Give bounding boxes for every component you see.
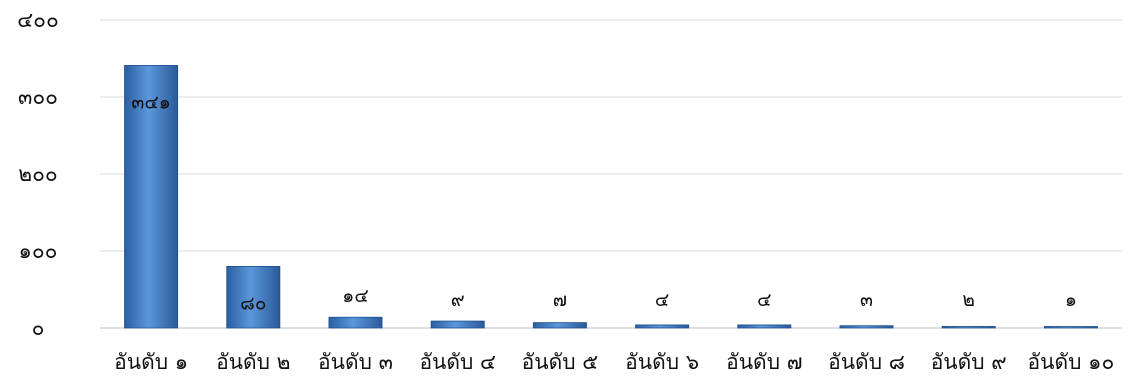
bar-9 <box>941 326 996 329</box>
y-tick-label: ๓๐๐ <box>18 85 58 109</box>
x-tick-label-5: อันดับ ๕ <box>522 350 599 374</box>
x-tick-label-8: อันดับ ๘ <box>828 350 905 374</box>
bar-2 <box>226 265 281 329</box>
data-label-6: ๔ <box>655 289 669 311</box>
bar-3 <box>328 316 383 329</box>
bar-10 <box>1043 326 1098 329</box>
x-tick-label-2: อันดับ ๒ <box>216 350 290 374</box>
data-label-10: ๑ <box>1065 289 1077 311</box>
bar-7 <box>737 324 792 329</box>
bar-6 <box>635 324 690 329</box>
bar-5 <box>532 322 587 329</box>
data-label-3: ๑๔ <box>342 285 368 307</box>
data-label-9: ๒ <box>962 289 975 311</box>
bar-4 <box>430 320 485 329</box>
bar-8 <box>839 325 894 329</box>
x-tick-label-3: อันดับ ๓ <box>318 350 393 374</box>
data-label-1: ๓๔๑ <box>131 91 170 113</box>
x-tick-label-1: อันดับ ๑ <box>114 350 188 374</box>
data-label-2: ๘๐ <box>240 292 266 314</box>
x-axis: อันดับ ๑ อันดับ ๒ อันดับ ๓ อันดับ ๔ อันดับ ๕… <box>114 350 1114 374</box>
data-label-5: ๗ <box>553 289 567 311</box>
x-tick-label-9: อันดับ ๙ <box>931 350 1007 374</box>
data-label-8: ๓ <box>860 289 873 311</box>
x-tick-label-6: อันดับ ๖ <box>625 350 699 374</box>
y-tick-label: ๔๐๐ <box>17 8 59 32</box>
y-tick-label: ๒๐๐ <box>18 162 57 186</box>
data-label-7: ๔ <box>757 289 771 311</box>
data-label-4: ๙ <box>451 289 465 311</box>
x-tick-label-10: อันดับ ๑๐ <box>1028 350 1115 374</box>
y-tick-label: ๐ <box>32 316 45 340</box>
y-axis: ๐ ๑๐๐ ๒๐๐ ๓๐๐ ๔๐๐ <box>17 8 59 340</box>
bar-1 <box>124 65 179 329</box>
bars <box>124 65 1098 329</box>
x-tick-label-7: อันดับ ๗ <box>726 350 802 374</box>
x-tick-label-4: อันดับ ๔ <box>419 350 496 374</box>
y-tick-label: ๑๐๐ <box>19 239 58 263</box>
